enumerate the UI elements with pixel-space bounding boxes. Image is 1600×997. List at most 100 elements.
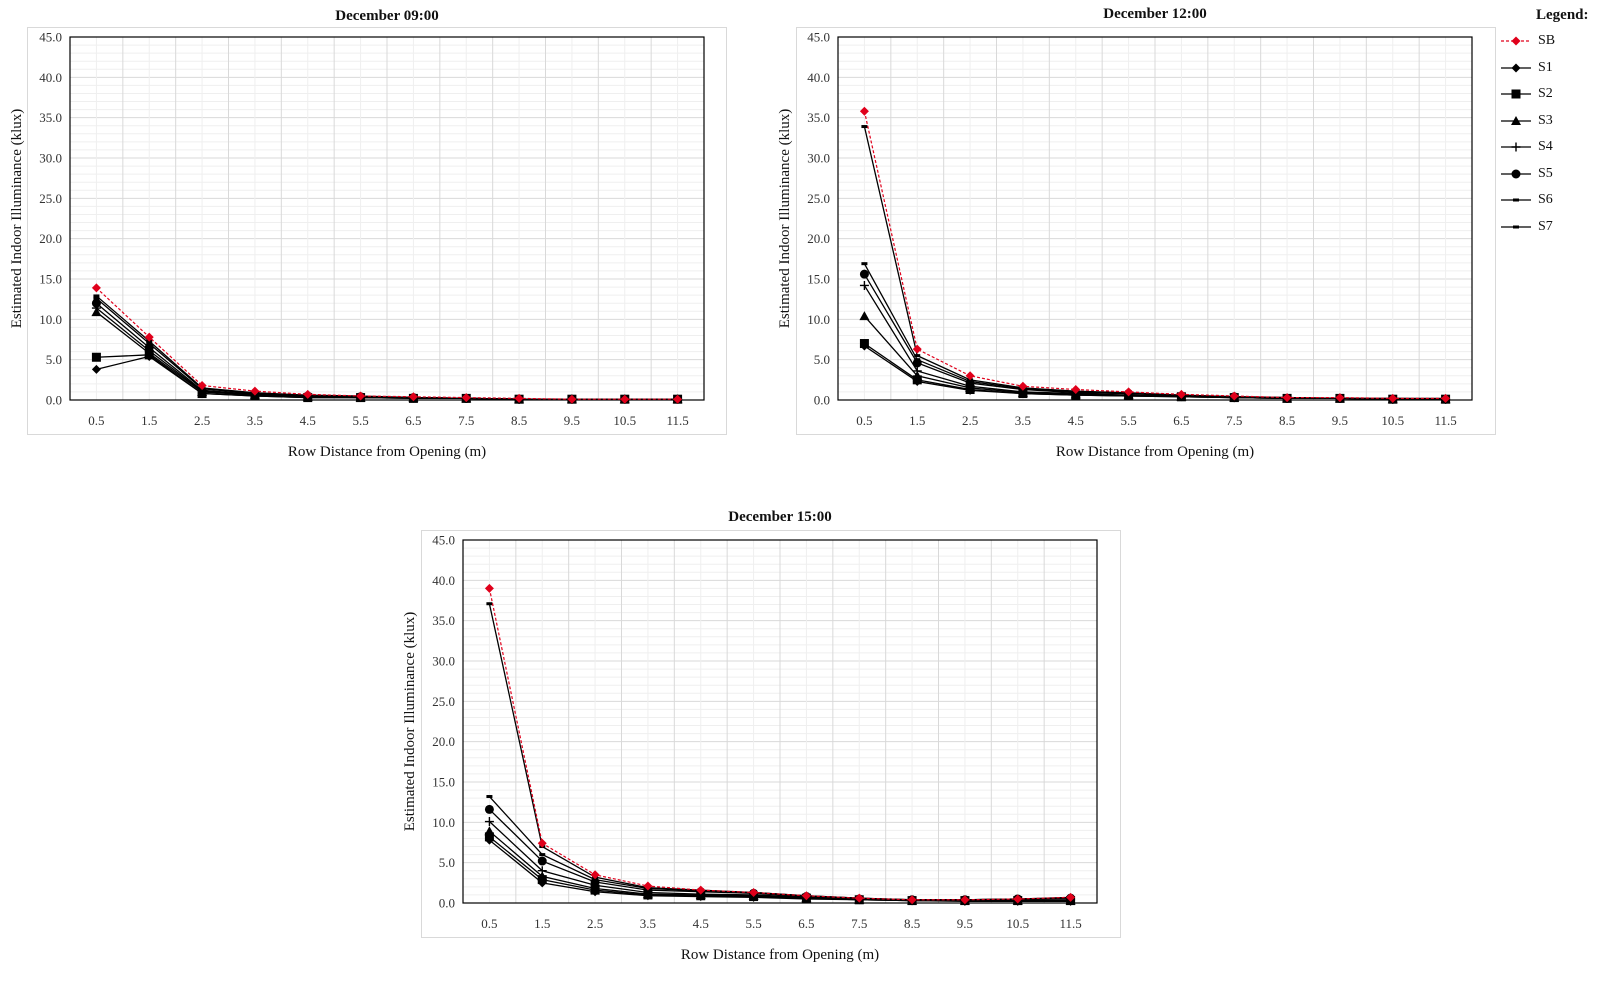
y-tick-label: 35.0 <box>39 110 62 125</box>
series-SB <box>859 106 1451 403</box>
point-S7 <box>1513 225 1519 229</box>
legend-label: S2 <box>1538 86 1553 102</box>
point-S6 <box>486 795 493 799</box>
x-tick-label: 9.5 <box>1332 413 1348 428</box>
grid <box>837 36 1473 401</box>
point-SB <box>514 393 524 403</box>
legend-swatch <box>1501 225 1531 229</box>
point-SB <box>960 895 970 905</box>
point-S5 <box>91 298 101 308</box>
point-SB <box>965 371 975 381</box>
x-tick-label: 3.5 <box>640 916 656 931</box>
point-S3 <box>859 311 870 321</box>
x-tick-label: 5.5 <box>745 916 761 931</box>
point-SB <box>1388 393 1398 403</box>
point-S6 <box>146 342 153 346</box>
legend-swatch <box>1501 198 1531 202</box>
y-tick-label: 20.0 <box>39 231 62 246</box>
y-tick-label: 45.0 <box>39 30 62 45</box>
point-S5 <box>859 269 869 279</box>
chart-area-border <box>796 27 1496 435</box>
point-SB <box>590 870 600 880</box>
x-tick-label: 2.5 <box>962 413 978 428</box>
point-S2 <box>912 375 922 385</box>
y-tick-label: 0.0 <box>814 393 830 408</box>
legend-item-S6: S6 <box>1500 187 1596 214</box>
chart-svg: 0.0 5.0 10.0 15.0 20.0 25.0 30.0 35.0 40.0 45.0 0.… <box>402 530 1121 963</box>
point-S3 <box>484 826 495 836</box>
x-tick-label: 2.5 <box>194 413 210 428</box>
x-tick-label: 4.5 <box>300 413 316 428</box>
point-S2 <box>1511 89 1521 99</box>
legend-swatch <box>1501 115 1531 125</box>
point-SB <box>1066 892 1076 902</box>
chart-svg: 0.0 5.0 10.0 15.0 20.0 25.0 30.0 35.0 40.0 45.0 0.… <box>777 27 1496 460</box>
point-SB <box>1229 391 1239 401</box>
chart-area-border <box>421 530 1121 938</box>
point-S6 <box>93 296 100 300</box>
point-SB <box>912 344 922 354</box>
point-SB <box>250 386 260 396</box>
legend-label: S4 <box>1538 139 1553 155</box>
point-SB <box>91 283 101 293</box>
x-tick-label: 4.5 <box>1068 413 1084 428</box>
point-SB <box>461 393 471 403</box>
y-tick-label: 45.0 <box>807 30 830 45</box>
legend-item-S5: S5 <box>1500 161 1596 188</box>
point-SB <box>144 332 154 342</box>
point-S6 <box>861 262 868 266</box>
legend-item-S2: S2 <box>1500 81 1596 108</box>
plot-area <box>69 36 705 401</box>
point-SB <box>1335 393 1345 403</box>
point-SB <box>801 891 811 901</box>
x-tick-label: 0.5 <box>481 916 497 931</box>
legend-item-S1: S1 <box>1500 55 1596 82</box>
legend-item-S7: S7 <box>1500 214 1596 241</box>
x-axis-label: Row Distance from Opening (m) <box>1056 444 1254 460</box>
point-SB <box>356 391 366 401</box>
y-tick-label: 40.0 <box>807 70 830 85</box>
point-S4 <box>912 366 922 376</box>
y-tick-label: 10.0 <box>39 312 62 327</box>
point-SB <box>673 394 683 404</box>
x-tick-label: 7.5 <box>851 916 867 931</box>
y-axis-label: Estimated Indoor Illuminance (klux) <box>777 109 793 329</box>
x-axis-label: Row Distance from Opening (m) <box>681 947 879 963</box>
series-line-S7 <box>863 126 1446 400</box>
legend-swatch <box>1501 169 1531 179</box>
x-tick-label: 10.5 <box>613 413 636 428</box>
x-tick-label: 9.5 <box>564 413 580 428</box>
legend-title: Legend: <box>1536 7 1589 23</box>
legend-swatch <box>1501 36 1531 46</box>
legend-label: S5 <box>1538 165 1553 181</box>
x-tick-label: 3.5 <box>247 413 263 428</box>
chart-december-1500: December 15:00 0.0 5.0 10.0 15.0 20.0 25.0 30.… <box>385 500 1145 980</box>
point-S6 <box>539 853 546 857</box>
y-tick-label: 15.0 <box>807 272 830 287</box>
series-line-SB <box>96 287 678 400</box>
series-line-SB <box>863 111 1446 399</box>
legend: Legend: SB S1 S2 S3 S4 S5 S6 S7 <box>1500 4 1596 240</box>
y-tick-label: 45.0 <box>432 533 455 548</box>
point-SB <box>620 394 630 404</box>
x-tick-label: 1.5 <box>141 413 157 428</box>
point-S4 <box>1511 142 1521 152</box>
x-tick-label: 11.5 <box>1434 413 1456 428</box>
chart-title: December 12:00 <box>1103 6 1207 22</box>
grid <box>69 36 705 401</box>
point-SB <box>1124 387 1134 397</box>
x-tick-label: 10.5 <box>1381 413 1404 428</box>
x-axis-label: Row Distance from Opening (m) <box>288 444 486 460</box>
x-tick-label: 9.5 <box>957 916 973 931</box>
series-SB <box>91 283 683 404</box>
chart-title: December 15:00 <box>728 509 832 525</box>
point-S4 <box>484 817 494 827</box>
legend-swatch <box>1501 89 1531 99</box>
legend-label: SB <box>1538 33 1556 49</box>
y-tick-label: 25.0 <box>807 191 830 206</box>
point-S4 <box>859 280 869 290</box>
y-tick-label: 20.0 <box>807 231 830 246</box>
x-tick-label: 4.5 <box>693 916 709 931</box>
chart-title: December 09:00 <box>335 8 439 24</box>
y-tick-label: 20.0 <box>432 734 455 749</box>
